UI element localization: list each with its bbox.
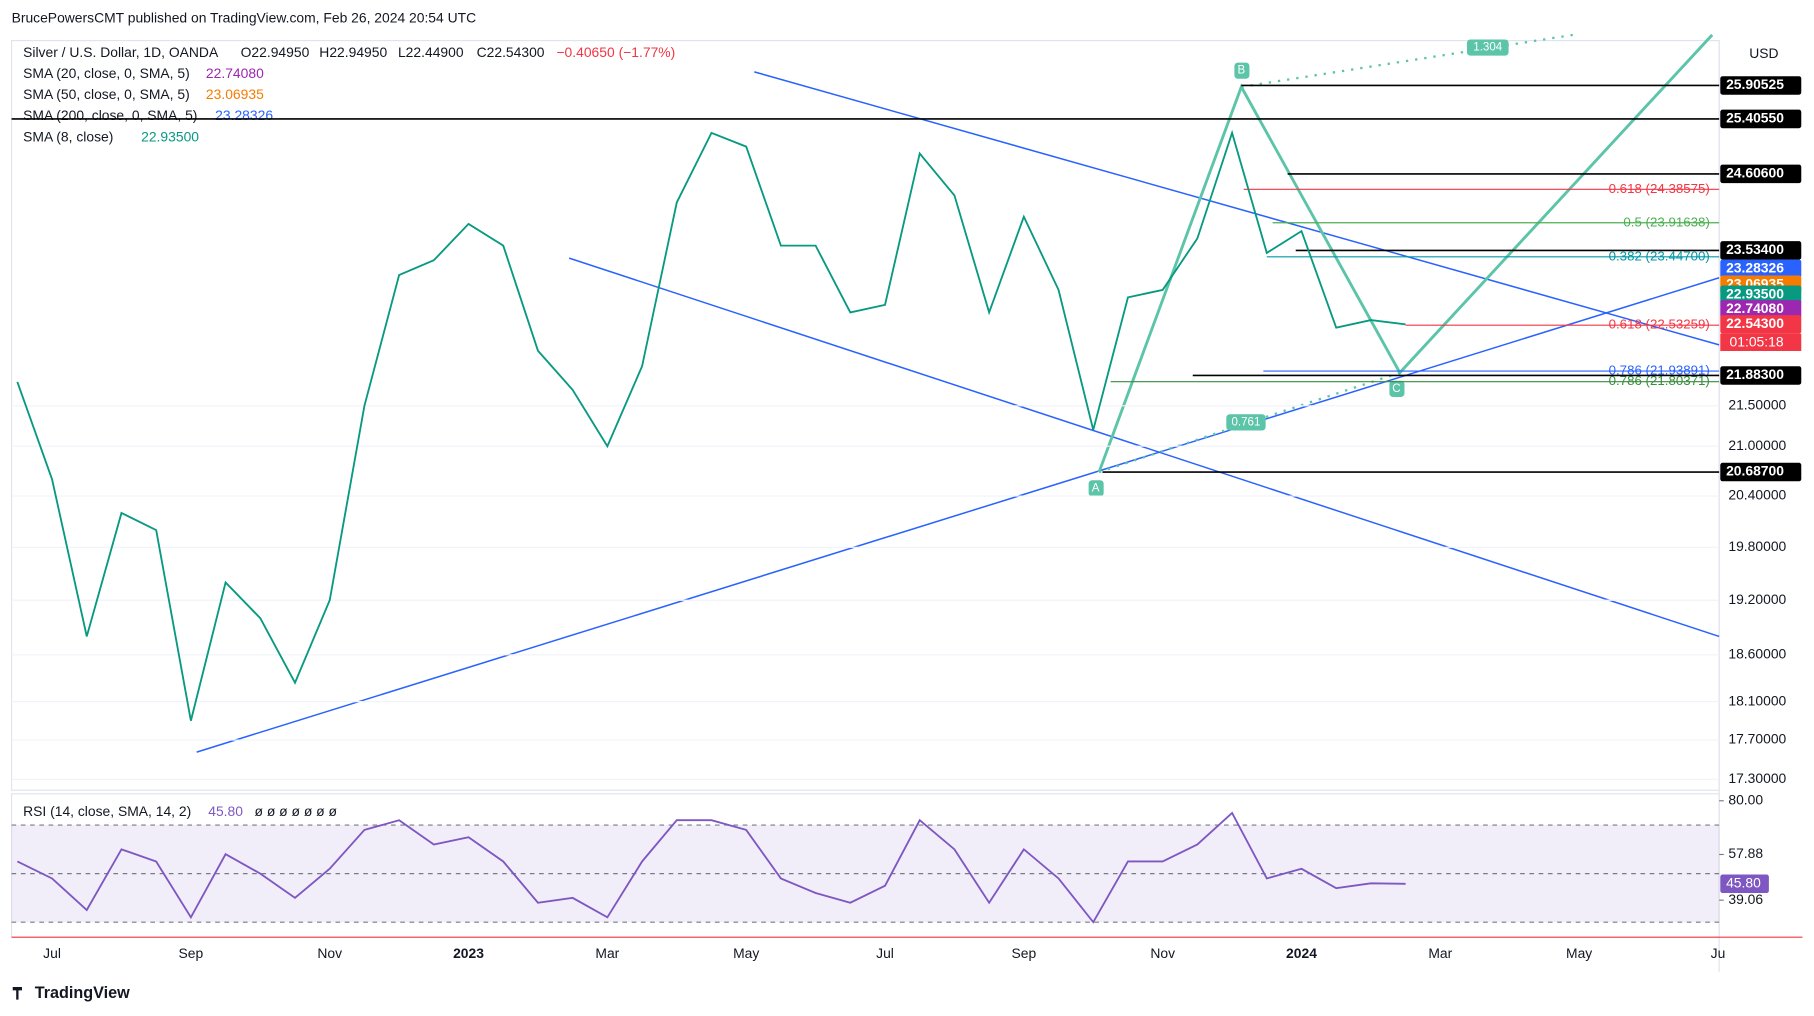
rsi-tick-label: 80.00 [1728, 791, 1763, 807]
x-tick-label: Nov [1150, 945, 1175, 961]
price-tag-label: 25.40550 [1726, 110, 1784, 126]
price-tag [1720, 164, 1802, 184]
x-tick-label: Sep [179, 945, 204, 961]
trendline [754, 71, 1720, 346]
point-label: B [1237, 65, 1245, 77]
price-tag [1720, 285, 1802, 305]
x-tick-label: Jul [876, 945, 894, 961]
price-tag-label: 21.88300 [1726, 366, 1784, 382]
price-tag [1720, 300, 1802, 319]
y-tick-label: 21.00000 [1728, 437, 1786, 453]
fib-label: 0.786 (21.80371) [1609, 373, 1710, 388]
price-tag-label: 23.53400 [1726, 241, 1784, 257]
x-tick-label: 2024 [1286, 945, 1317, 961]
rsi-tick-label: 57.88 [1728, 845, 1763, 861]
price-tag [1720, 259, 1802, 279]
rsi-title: RSI (14, close, SMA, 14, 2) [23, 803, 191, 819]
sma-value: 22.93500 [141, 128, 199, 144]
y-tick-label: 19.20000 [1728, 591, 1786, 607]
x-tick-label: Mar [1428, 945, 1452, 961]
point-label: A [1092, 482, 1100, 494]
price-tag [1720, 366, 1802, 385]
low: L22.44900 [398, 44, 464, 60]
countdown: 01:05:18 [1730, 334, 1784, 350]
points: B A C 0.761 1.304 [1088, 39, 1509, 497]
rsi-value: 45.80 [208, 803, 243, 819]
rsi-placeholders: ø ø ø ø ø ø ø [255, 803, 338, 819]
sma-name: SMA (200, close, 0, SMA, 5) [23, 107, 197, 123]
price-tag-label: 22.74080 [1726, 300, 1784, 316]
publisher: BrucePowersCMT published on TradingView.… [12, 9, 477, 25]
ratio-box [1466, 39, 1509, 56]
y-tick-label: 20.40000 [1728, 487, 1786, 503]
y-tick-label: 17.30000 [1728, 770, 1786, 786]
y-tick-label: 18.60000 [1728, 645, 1786, 661]
x-tick-label: Jul [43, 945, 61, 961]
rsi-tag-label: 45.80 [1726, 874, 1761, 890]
brand-logo [12, 986, 22, 1000]
point-label: C [1392, 383, 1400, 395]
y-tick-label: 19.80000 [1728, 538, 1786, 554]
symbol: Silver / U.S. Dollar, 1D, OANDA [23, 44, 219, 60]
high: H22.94950 [319, 44, 387, 60]
x-tick-label: Sep [1011, 945, 1036, 961]
trendline [568, 257, 1720, 638]
ratio-label: 0.761 [1232, 416, 1261, 428]
sma-value: 23.06935 [206, 86, 264, 102]
sma-value: 22.74080 [206, 65, 264, 81]
change: −0.40650 (−1.77%) [556, 44, 675, 60]
y-tick-label: 21.50000 [1728, 396, 1786, 412]
x-tick-label: Mar [595, 945, 619, 961]
trendline [196, 277, 1720, 753]
price-tag [1720, 462, 1802, 482]
price-tag [1720, 76, 1802, 95]
x-tick-label: May [1566, 945, 1592, 961]
rsi-tick-label: 39.06 [1728, 891, 1763, 907]
fib-label: 0.618 (24.38575) [1609, 181, 1710, 196]
y-tick-label: 17.70000 [1728, 731, 1786, 747]
price-tag-label: 24.60600 [1726, 165, 1784, 181]
countdown-box [1720, 333, 1802, 351]
sma-name: SMA (50, close, 0, SMA, 5) [23, 86, 190, 102]
fib-label: 0.786 (21.93891) [1609, 363, 1710, 378]
x-tick-label: May [733, 945, 759, 961]
point-box [1389, 380, 1405, 397]
price-tag [1720, 241, 1802, 260]
price-tag-label: 20.68700 [1726, 463, 1784, 479]
price-tag-label: 22.93500 [1726, 285, 1784, 301]
x-tick-label: Nov [317, 945, 342, 961]
close: C22.54300 [477, 44, 545, 60]
extension [1241, 33, 1574, 89]
ratio-label: 1.304 [1473, 42, 1502, 54]
y-tick-label: 18.10000 [1728, 692, 1786, 708]
price-line [16, 811, 1406, 924]
fib-label: 0.5 (23.91638) [1623, 214, 1710, 229]
price-tag [1720, 109, 1802, 129]
fib-label: 0.382 (23.44700) [1609, 248, 1710, 263]
price-tag [1720, 315, 1802, 334]
point-box [1088, 480, 1104, 497]
price-line [16, 129, 1406, 721]
price-tag-label: 22.54300 [1726, 315, 1784, 331]
currency: USD [1749, 45, 1778, 61]
x-tick-label: Ju [1711, 945, 1726, 961]
price-tag-label: 25.90525 [1726, 76, 1784, 92]
x-tick-label: 2023 [453, 945, 484, 961]
ratio-box [1226, 414, 1266, 431]
price-tag-label: 23.28326 [1726, 260, 1784, 276]
legend: Silver / U.S. Dollar, 1D, OANDA O22.9495… [23, 44, 675, 60]
rsi-tag [1720, 874, 1769, 894]
sma-name: SMA (8, close) [23, 128, 113, 144]
brand: TradingView [35, 984, 130, 1002]
sma-value: 23.28326 [215, 107, 273, 123]
sma-name: SMA (20, close, 0, SMA, 5) [23, 65, 190, 81]
open: O22.94950 [241, 44, 310, 60]
fib-label: 0.618 (22.53259) [1609, 317, 1710, 332]
point-box [1234, 62, 1250, 79]
